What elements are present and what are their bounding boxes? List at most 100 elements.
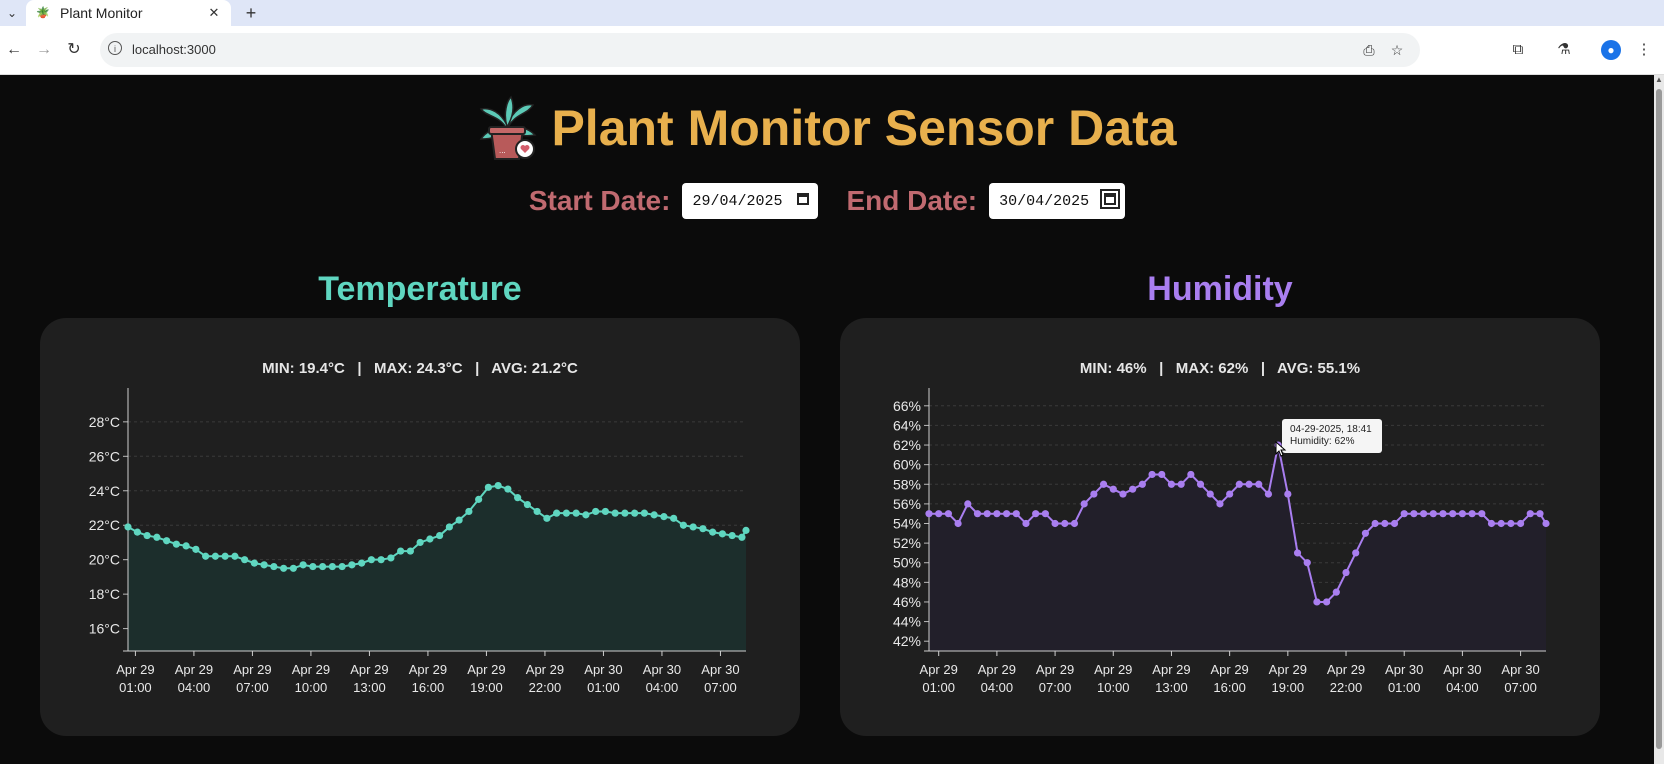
tab-search-icon[interactable]: ⌄ bbox=[6, 6, 18, 20]
data-point bbox=[1332, 588, 1340, 596]
x-tick-label: Apr 29 bbox=[1036, 662, 1074, 677]
profile-avatar-icon[interactable]: ● bbox=[1601, 40, 1621, 60]
page-content: ... Plant Monitor Sensor Data Start Date… bbox=[0, 75, 1654, 764]
data-point bbox=[1390, 519, 1399, 528]
chart-tooltip: 04-29-2025, 18:41 Humidity: 62% bbox=[1282, 419, 1382, 453]
data-point bbox=[1080, 500, 1088, 508]
reload-icon[interactable]: ↻ bbox=[67, 41, 81, 58]
browser-toolbar: ← → ↻ i localhost:3000 ⎙ ☆ ⧉ ⚗ ● ⋮ bbox=[0, 26, 1664, 75]
data-point bbox=[1478, 510, 1486, 518]
data-point bbox=[1012, 510, 1020, 518]
y-tick-label: 58% bbox=[893, 476, 921, 492]
data-point bbox=[1361, 529, 1370, 537]
data-point bbox=[1216, 500, 1224, 508]
data-point bbox=[1381, 519, 1389, 528]
x-tick-label: 04:00 bbox=[1446, 680, 1479, 695]
data-point bbox=[1458, 510, 1467, 518]
potted-plant-logo-icon: ... bbox=[480, 95, 538, 160]
data-point bbox=[1313, 598, 1321, 606]
x-tick-label: 16:00 bbox=[1213, 680, 1246, 695]
browser-tabbar: ⌄ 🪴 Plant Monitor ✕ + bbox=[0, 0, 1664, 26]
start-date-label: Start Date: bbox=[528, 185, 671, 216]
humidity-chart: 42% 44% 46% 48% 50% 52% 54% 56% 58% 60% 62% 64% 66% A… bbox=[893, 388, 1550, 695]
calendar-icon[interactable] bbox=[797, 193, 810, 205]
scroll-up-icon[interactable]: ▲ bbox=[1655, 75, 1663, 84]
labs-flask-icon[interactable]: ⚗ bbox=[1557, 41, 1571, 58]
data-point bbox=[1420, 510, 1428, 518]
x-tick-label: Apr 29 bbox=[1327, 662, 1365, 677]
y-tick-label: 48% bbox=[893, 574, 921, 590]
close-tab-icon[interactable]: ✕ bbox=[208, 5, 220, 20]
data-point bbox=[1293, 549, 1302, 557]
calendar-icon[interactable] bbox=[1100, 189, 1121, 209]
end-date-input[interactable]: 30/04/2025 bbox=[989, 183, 1126, 219]
x-tick-label: 01:00 bbox=[1388, 680, 1421, 695]
x-tick-label: Apr 29 bbox=[1094, 662, 1132, 677]
data-point bbox=[1507, 519, 1515, 528]
data-point bbox=[1468, 510, 1476, 518]
data-point bbox=[1148, 470, 1156, 479]
data-point bbox=[1158, 470, 1166, 479]
x-tick-label: Apr 29 bbox=[1269, 662, 1307, 677]
browser-menu-icon[interactable]: ⋮ bbox=[1636, 41, 1652, 58]
y-tick-label: 54% bbox=[893, 516, 921, 532]
start-date-input[interactable]: 29/04/2025 bbox=[682, 183, 819, 219]
x-tick-label: Apr 29 bbox=[920, 662, 958, 677]
x-tick-label: Apr 29 bbox=[1152, 662, 1190, 677]
mouse-cursor-icon bbox=[1275, 441, 1287, 457]
x-tick-label: 01:00 bbox=[922, 680, 955, 695]
x-tick-label: 07:00 bbox=[1504, 680, 1537, 695]
data-point bbox=[1070, 519, 1079, 528]
data-point bbox=[925, 510, 933, 518]
forward-icon[interactable]: → bbox=[36, 41, 52, 58]
address-bar[interactable]: i localhost:3000 ⎙ ☆ bbox=[100, 33, 1420, 67]
data-point bbox=[1138, 480, 1146, 488]
data-point bbox=[1487, 519, 1496, 528]
data-point bbox=[1526, 510, 1534, 518]
data-point bbox=[1109, 485, 1117, 493]
end-date-label: End Date: bbox=[846, 185, 978, 216]
data-point bbox=[1090, 490, 1098, 498]
x-tick-label: Apr 29 bbox=[1210, 662, 1248, 677]
data-point bbox=[1206, 490, 1214, 498]
data-point bbox=[993, 510, 1001, 518]
tab-title: Plant Monitor bbox=[60, 5, 143, 21]
data-point bbox=[1167, 480, 1176, 488]
temperature-stats: MIN: 19.4°C | MAX: 24.3°C | AVG: 21.2°C bbox=[262, 360, 578, 377]
bookmark-star-icon[interactable]: ☆ bbox=[1390, 42, 1404, 58]
data-point bbox=[1099, 480, 1108, 488]
data-point bbox=[935, 510, 943, 518]
data-point bbox=[1264, 490, 1273, 498]
page-title: Plant Monitor Sensor Data bbox=[551, 100, 1177, 156]
data-point bbox=[1061, 519, 1069, 528]
page-scrollbar[interactable]: ▲ bbox=[1654, 75, 1664, 764]
svg-text:...: ... bbox=[499, 146, 506, 155]
back-icon[interactable]: ← bbox=[6, 41, 22, 58]
install-app-icon[interactable]: ⎙ bbox=[1363, 42, 1375, 58]
y-tick-label: 46% bbox=[893, 594, 921, 610]
x-tick-label: Apr 30 bbox=[1443, 662, 1481, 677]
site-info-icon[interactable]: i bbox=[108, 41, 122, 55]
plant-favicon-icon: 🪴 bbox=[36, 7, 50, 19]
x-tick-label: 13:00 bbox=[1155, 680, 1188, 695]
data-point bbox=[1196, 480, 1205, 488]
data-point bbox=[1542, 519, 1550, 528]
scrollbar-thumb[interactable] bbox=[1656, 89, 1662, 749]
x-tick-label: Apr 29 bbox=[978, 662, 1016, 677]
area-fill bbox=[929, 445, 1546, 651]
humidity-stats: MIN: 46% | MAX: 62% | AVG: 55.1% bbox=[1079, 360, 1361, 377]
new-tab-icon[interactable]: + bbox=[245, 3, 257, 23]
y-tick-label: 62% bbox=[893, 437, 921, 453]
data-point bbox=[1235, 480, 1243, 488]
x-tick-label: 19:00 bbox=[1272, 680, 1305, 695]
x-tick-label: 04:00 bbox=[981, 680, 1014, 695]
end-date-value: 30/04/2025 bbox=[999, 192, 1090, 210]
humidity-heading: Humidity bbox=[1147, 270, 1293, 308]
data-point bbox=[1439, 510, 1447, 518]
data-point bbox=[1284, 490, 1292, 498]
data-point bbox=[1400, 510, 1408, 518]
extensions-icon[interactable]: ⧉ bbox=[1512, 41, 1524, 58]
browser-tab[interactable]: 🪴 Plant Monitor ✕ bbox=[26, 0, 231, 26]
y-tick-label: 60% bbox=[893, 457, 921, 473]
url-text: localhost:3000 bbox=[132, 42, 216, 57]
